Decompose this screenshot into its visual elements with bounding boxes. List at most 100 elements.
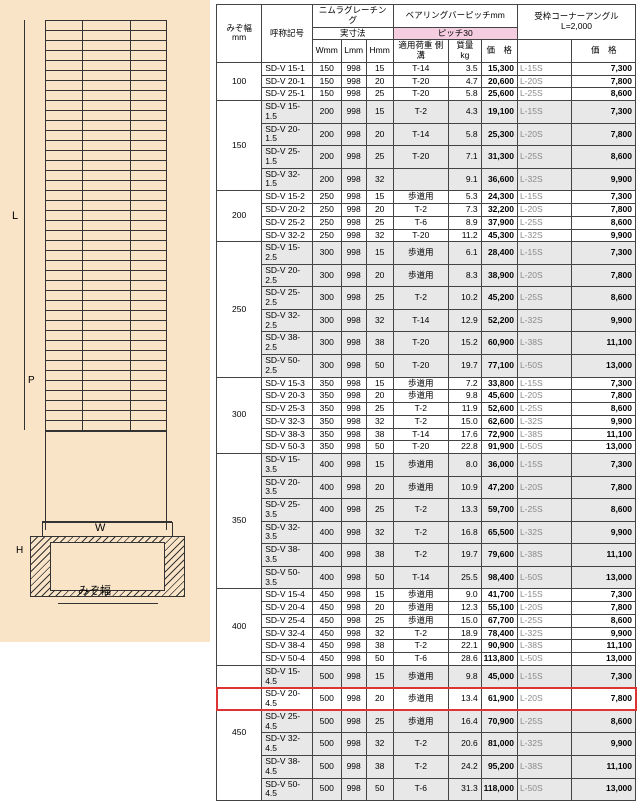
table-row: SD-V 32-445099832T-218.978,400L-32S9,900 — [217, 627, 636, 640]
cell-h: 25 — [366, 403, 393, 416]
cell-load: T-2 — [393, 415, 448, 428]
cell-l: 998 — [341, 476, 366, 499]
cell-mizo: 300 — [217, 377, 262, 454]
cell-angle: L-38S — [517, 756, 571, 779]
cell-w: 250 — [312, 191, 341, 204]
cell-model: SD-V 20-3.5 — [262, 476, 313, 499]
cell-h: 38 — [366, 544, 393, 567]
cell-weight: 11.2 — [449, 229, 482, 242]
cell-price: 47,200 — [481, 476, 517, 499]
cell-l: 998 — [341, 204, 366, 217]
cell-angle: L-32S — [517, 309, 571, 332]
cell-weight: 9.0 — [449, 589, 482, 602]
cell-load: T-2 — [393, 204, 448, 217]
cell-w: 500 — [312, 665, 341, 688]
cell-h: 50 — [366, 441, 393, 454]
table-row: SD-V 20-445099820歩道用12.355,100L-20S7,800 — [217, 602, 636, 615]
cell-angle: L-25S — [517, 403, 571, 416]
cell-load: T-20 — [393, 441, 448, 454]
cell-l: 998 — [341, 168, 366, 191]
cell-angle: L-50S — [517, 653, 571, 666]
cell-l: 998 — [341, 332, 366, 355]
cell-aprice: 9,900 — [572, 733, 636, 756]
cell-aprice: 7,300 — [572, 665, 636, 688]
cell-aprice: 11,100 — [572, 544, 636, 567]
cell-angle: L-15S — [517, 62, 571, 75]
table-row: 450SD-V 15-4.550099815歩道用9.845,000L-15S7… — [217, 665, 636, 688]
cell-l: 998 — [341, 733, 366, 756]
cell-price: 24,300 — [481, 191, 517, 204]
cell-price: 28,400 — [481, 242, 517, 265]
cell-aprice: 8,600 — [572, 499, 636, 522]
cell-l: 998 — [341, 566, 366, 589]
table-row: SD-V 38-335099838T-1417.672,900L-38S11,1… — [217, 428, 636, 441]
table-body: 100SD-V 15-115099815T-143.515,300L-15S7,… — [217, 62, 636, 800]
cell-weight: 28.6 — [449, 653, 482, 666]
cell-l: 998 — [341, 146, 366, 169]
table-row: SD-V 32-2.530099832T-1412.952,200L-32S9,… — [217, 309, 636, 332]
cell-load: 歩道用 — [393, 688, 448, 711]
cell-h: 32 — [366, 627, 393, 640]
cell-w: 450 — [312, 627, 341, 640]
table-row: SD-V 32-225099832T-2011.245,300L-32S9,90… — [217, 229, 636, 242]
label-mizo: みぞ幅 — [78, 582, 111, 598]
cell-weight: 7.2 — [449, 377, 482, 390]
cell-h: 50 — [366, 653, 393, 666]
cell-l: 998 — [341, 123, 366, 146]
table-row: SD-V 25-445099825歩道用15.067,700L-25S8,600 — [217, 614, 636, 627]
cell-w: 300 — [312, 264, 341, 287]
cell-weight: 5.8 — [449, 123, 482, 146]
cell-price: 33,800 — [481, 377, 517, 390]
cell-load: T-6 — [393, 653, 448, 666]
cell-angle: L-15S — [517, 242, 571, 265]
cell-weight: 4.3 — [449, 101, 482, 124]
cell-angle: L-38S — [517, 332, 571, 355]
cell-w: 400 — [312, 544, 341, 567]
hdr-price2: 価 格 — [572, 40, 636, 63]
cell-h: 20 — [366, 75, 393, 88]
cell-w: 500 — [312, 733, 341, 756]
cell-aprice: 9,900 — [572, 309, 636, 332]
cell-h: 20 — [366, 204, 393, 217]
cell-load: 歩道用 — [393, 602, 448, 615]
label-P: P — [28, 375, 35, 386]
table-row: SD-V 50-2.530099850T-2019.777,100L-50S13… — [217, 354, 636, 377]
cell-angle: L-25S — [517, 614, 571, 627]
table-row: 100SD-V 15-115099815T-143.515,300L-15S7,… — [217, 62, 636, 75]
cell-weight: 17.6 — [449, 428, 482, 441]
cell-mizo: 400 — [217, 589, 262, 666]
table-row: SD-V 25-115099825T-205.825,600L-25S8,600 — [217, 88, 636, 101]
table-row: SD-V 32-335099832T-215.062,600L-32S9,900 — [217, 415, 636, 428]
cell-l: 998 — [341, 544, 366, 567]
cell-aprice: 7,300 — [572, 101, 636, 124]
cell-weight: 6.1 — [449, 242, 482, 265]
cell-price: 62,600 — [481, 415, 517, 428]
cell-aprice: 13,000 — [572, 441, 636, 454]
cell-w: 500 — [312, 688, 341, 711]
table-row: 300SD-V 15-335099815歩道用7.233,800L-15S7,3… — [217, 377, 636, 390]
cell-load: T-2 — [393, 521, 448, 544]
cell-angle: L-15S — [517, 101, 571, 124]
cell-h: 25 — [366, 88, 393, 101]
cell-l: 998 — [341, 75, 366, 88]
cell-angle: L-15S — [517, 191, 571, 204]
cell-price: 20,600 — [481, 75, 517, 88]
cell-weight: 20.6 — [449, 733, 482, 756]
cell-w: 250 — [312, 216, 341, 229]
cell-w: 500 — [312, 756, 341, 779]
cell-h: 25 — [366, 499, 393, 522]
cell-load: T-6 — [393, 778, 448, 801]
table-row: 400SD-V 15-445099815歩道用9.041,700L-15S7,3… — [217, 589, 636, 602]
cell-load: 歩道用 — [393, 264, 448, 287]
cell-model: SD-V 25-3.5 — [262, 499, 313, 522]
table-row: SD-V 25-225099825T-68.937,900L-25S8,600 — [217, 216, 636, 229]
cell-weight: 31.3 — [449, 778, 482, 801]
cell-weight: 5.3 — [449, 191, 482, 204]
cell-aprice: 9,900 — [572, 229, 636, 242]
table-row: SD-V 25-2.530099825T-210.245,200L-25S8,6… — [217, 287, 636, 310]
cell-l: 998 — [341, 454, 366, 477]
table-row: SD-V 50-3.540099850T-1425.598,400L-50S13… — [217, 566, 636, 589]
cell-model: SD-V 15-1 — [262, 62, 313, 75]
cell-w: 150 — [312, 75, 341, 88]
cell-angle: L-25S — [517, 216, 571, 229]
